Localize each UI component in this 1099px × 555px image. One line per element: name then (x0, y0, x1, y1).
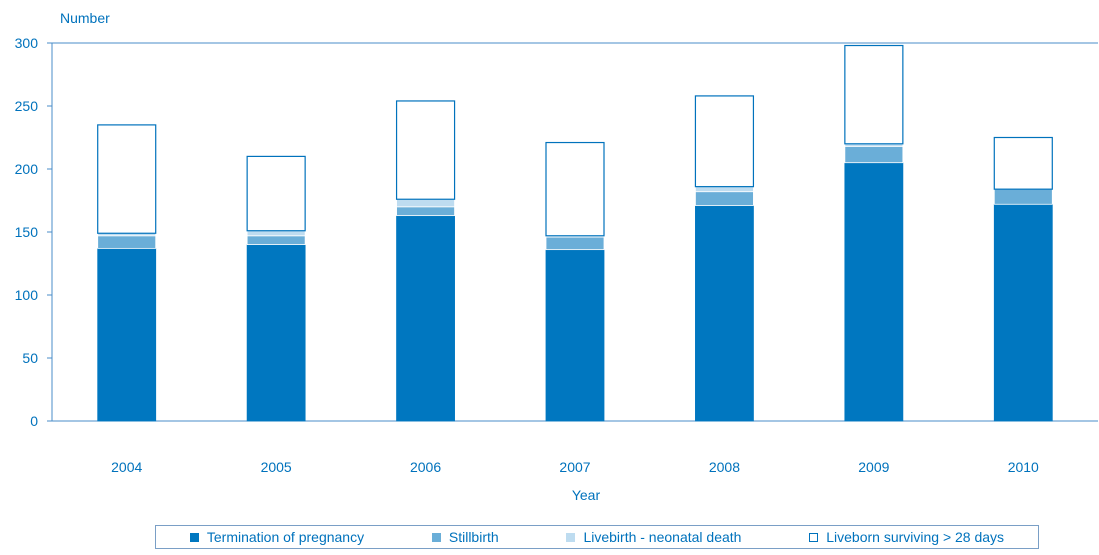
bar-segment-liveborn-surviving-28-days (694, 95, 755, 188)
bar-segment-stillbirth (246, 235, 306, 245)
y-tick-label: 250 (15, 98, 39, 114)
legend-item: Stillbirth (431, 529, 499, 545)
bar-stack-2007 (545, 141, 605, 422)
bar-stack-2009 (844, 44, 904, 422)
legend-label: Termination of pregnancy (206, 529, 365, 545)
x-tick-label: 2006 (410, 459, 441, 475)
bar-segment-termination-of-pregnancy (97, 247, 157, 422)
legend-label: Liveborn surviving > 28 days (826, 529, 1005, 545)
x-axis-ticks: 2004 2005 2006 2007 2008 2009 2010 (111, 459, 1039, 475)
legend-label: Livebirth - neonatal death (583, 529, 742, 545)
bar-stack-2008 (694, 95, 755, 422)
bar-segment-liveborn-surviving-28-days (993, 136, 1053, 190)
x-tick-label: 2009 (858, 459, 889, 475)
bar-segment-termination-of-pregnancy (844, 162, 904, 422)
x-tick-label: 2005 (261, 459, 292, 475)
y-tick-label: 0 (30, 413, 38, 429)
legend-item: Livebirth - neonatal death (566, 529, 741, 545)
legend-swatch (809, 532, 819, 542)
bar-segment-stillbirth (396, 206, 455, 217)
bar-segment-termination-of-pregnancy (246, 244, 306, 422)
x-axis-title: Year (572, 487, 601, 503)
bar-segment-termination-of-pregnancy (396, 215, 455, 422)
bars (97, 44, 1053, 422)
bar-segment-stillbirth (97, 235, 157, 249)
y-tick-label: 50 (22, 350, 38, 366)
legend-swatch (566, 532, 576, 542)
legend: Termination of pregnancy Stillbirth Livebi… (155, 525, 1039, 549)
bar-segment-stillbirth (844, 145, 904, 164)
bar-segment-stillbirth (545, 236, 605, 251)
bar-segment-termination-of-pregnancy (993, 203, 1053, 422)
bar-segment-termination-of-pregnancy (545, 249, 605, 422)
legend-swatch (189, 532, 199, 542)
x-tick-label: 2007 (559, 459, 590, 475)
x-tick-label: 2004 (111, 459, 142, 475)
legend-item: Termination of pregnancy (189, 529, 365, 545)
bar-segment-livebirth-neonatal-death (246, 230, 306, 237)
y-axis-title: Number (60, 10, 110, 26)
x-tick-label: 2008 (709, 459, 740, 475)
bar-segment-liveborn-surviving-28-days (97, 124, 157, 234)
y-tick-label: 200 (15, 161, 39, 177)
bar-segment-stillbirth (695, 191, 754, 206)
y-tick-label: 150 (15, 224, 39, 240)
bar-segment-liveborn-surviving-28-days (395, 100, 456, 200)
bar-segment-liveborn-surviving-28-days (844, 44, 904, 145)
bar-segment-liveborn-surviving-28-days (545, 141, 605, 237)
y-axis-ticks: 0 50 100 150 200 250 300 (15, 35, 52, 429)
bar-stack-2005 (246, 155, 306, 422)
bar-segment-livebirth-neonatal-death (695, 186, 754, 193)
bar-segment-termination-of-pregnancy (695, 205, 754, 422)
y-tick-label: 100 (15, 287, 39, 303)
bar-stack-2006 (395, 100, 456, 422)
legend-item: Liveborn surviving > 28 days (809, 529, 1004, 545)
legend-swatch (431, 532, 441, 542)
bar-segment-stillbirth (993, 188, 1053, 205)
bar-segment-liveborn-surviving-28-days (246, 155, 306, 232)
x-tick-label: 2010 (1008, 459, 1039, 475)
bar-stack-2004 (97, 124, 157, 422)
bar-segment-livebirth-neonatal-death (396, 198, 455, 208)
bar-stack-2010 (993, 136, 1053, 422)
legend-label: Stillbirth (448, 529, 499, 545)
y-tick-label: 300 (15, 35, 39, 51)
